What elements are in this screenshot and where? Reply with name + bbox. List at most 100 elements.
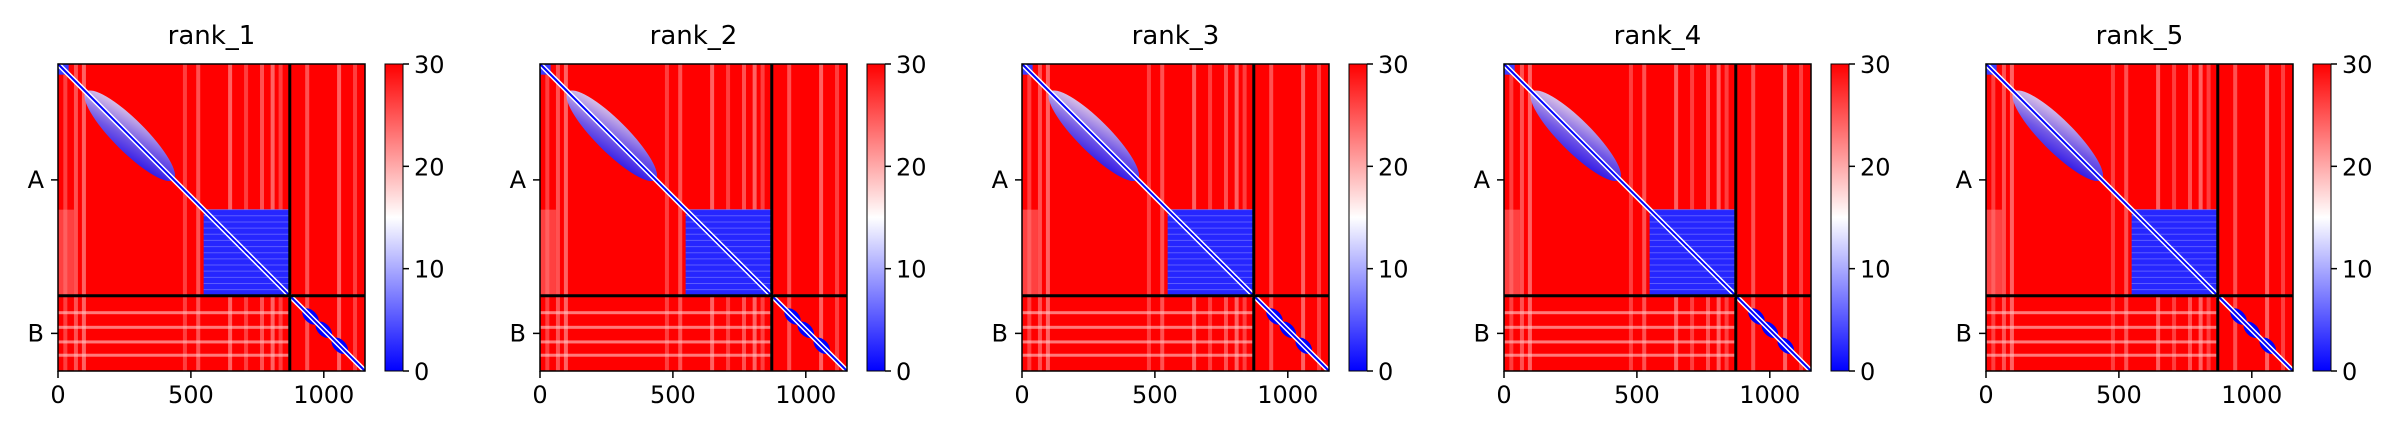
heatmap-stripe <box>337 64 342 371</box>
x-tick-label: 0 <box>1978 381 1993 409</box>
chain-label: B <box>1474 319 1490 347</box>
chain-label: A <box>1474 166 1491 194</box>
heatmap-strip <box>1986 209 2002 296</box>
heatmap-stripe <box>305 64 310 371</box>
heatmap-band <box>540 325 772 329</box>
heatmap-band <box>1022 353 1254 357</box>
panel-rank_1: rank_1 0 500 1000 A B 0 10 20 30 <box>28 21 445 409</box>
chain-label: B <box>510 319 526 347</box>
x-tick-label: 1000 <box>2221 381 2282 409</box>
heatmap-stripe <box>819 64 824 371</box>
heatmap-band <box>1504 325 1736 329</box>
heatmap-band <box>1986 325 2218 329</box>
colorbar-gradient <box>1830 63 1850 372</box>
heatmap-stripe <box>2001 64 2006 371</box>
heatmap-stripe <box>353 64 358 371</box>
colorbar-tick-label: 20 <box>2342 153 2373 181</box>
panel-title: rank_3 <box>1132 21 1220 51</box>
heatmap <box>56 62 367 373</box>
heatmap-stripe <box>182 64 187 371</box>
diagonal-line <box>1503 63 1812 372</box>
colorbar-tick-label: 30 <box>414 51 445 79</box>
heatmap-stripe <box>678 64 683 371</box>
axes-frame <box>57 63 366 372</box>
heatmap-stripe <box>2265 64 2270 371</box>
colorbar-tick-label: 0 <box>1860 358 1875 386</box>
colorbar-tick-label: 0 <box>414 358 429 386</box>
heatmap-stripe <box>787 64 792 371</box>
heatmap-stripe <box>1045 64 1050 371</box>
panel-title: rank_5 <box>2096 21 2184 51</box>
heatmap <box>1020 62 1331 373</box>
colorbar-tick-label: 10 <box>414 256 445 284</box>
heatmap <box>1984 62 2295 373</box>
heatmap-stripe <box>2124 64 2129 371</box>
heatmap-band <box>1022 340 1254 344</box>
x-tick-label: 500 <box>2096 381 2142 409</box>
heatmap-band <box>540 311 772 315</box>
heatmap-stripe <box>1146 64 1151 371</box>
heatmap-stripe <box>81 64 86 371</box>
heatmap-band <box>58 340 290 344</box>
heatmap-strip <box>58 209 74 296</box>
x-tick-label: 0 <box>50 381 65 409</box>
x-tick-label: 0 <box>532 381 547 409</box>
chain-label: A <box>28 166 45 194</box>
heatmap-stripe <box>1160 64 1165 371</box>
colorbar-tick-label: 0 <box>896 358 911 386</box>
heatmap-strip <box>1504 209 1520 296</box>
heatmap-band <box>58 311 290 315</box>
heatmap-stripe <box>2009 64 2014 371</box>
heatmap-stripe <box>2233 64 2238 371</box>
heatmap-stripe <box>1628 64 1633 371</box>
colorbar-tick-label: 20 <box>1378 153 1409 181</box>
chain-label: A <box>992 166 1009 194</box>
heatmap-band <box>58 353 290 357</box>
colorbar: 0 10 20 30 <box>866 51 927 386</box>
diagonal-line <box>1985 63 2294 372</box>
heatmap-stripe <box>196 64 201 371</box>
diagonal-line <box>57 63 366 372</box>
x-tick-label: 500 <box>1614 381 1660 409</box>
heatmap-stripe <box>2281 64 2286 371</box>
heatmap-stripe <box>563 64 568 371</box>
panel-title: rank_1 <box>168 21 256 51</box>
colorbar-tick-label: 30 <box>1378 51 1409 79</box>
colorbar-tick-label: 0 <box>2342 358 2357 386</box>
heatmap <box>538 62 849 373</box>
heatmap-stripe <box>1751 64 1756 371</box>
colorbar-tick-label: 0 <box>1378 358 1393 386</box>
heatmap-stripe <box>1037 64 1042 371</box>
x-tick-label: 1000 <box>1739 381 1800 409</box>
colorbar-tick-label: 10 <box>2342 256 2373 284</box>
panel-rank_3: rank_3 0 500 1000 A B 0 10 20 30 <box>992 21 1409 409</box>
chain-label: A <box>510 166 527 194</box>
heatmap-stripe <box>555 64 560 371</box>
x-tick-label: 1000 <box>775 381 836 409</box>
colorbar-tick-label: 30 <box>896 51 927 79</box>
colorbar-tick-label: 10 <box>1860 256 1891 284</box>
heatmap-stripe <box>1527 64 1532 371</box>
heatmap-band <box>1504 353 1736 357</box>
diagonal-line <box>1021 63 1330 372</box>
x-tick-label: 1000 <box>293 381 354 409</box>
colorbar-gradient <box>866 63 886 372</box>
heatmap-stripe <box>1783 64 1788 371</box>
x-tick-label: 500 <box>650 381 696 409</box>
heatmap-stripe <box>73 64 78 371</box>
axes-frame <box>539 63 848 372</box>
heatmap-band <box>1986 340 2218 344</box>
heatmap-stripe <box>2110 64 2115 371</box>
heatmap-band <box>1022 311 1254 315</box>
heatmap-stripe <box>1301 64 1306 371</box>
colorbar-tick-label: 30 <box>1860 51 1891 79</box>
x-tick-label: 0 <box>1014 381 1029 409</box>
axes-frame <box>1021 63 1330 372</box>
heatmap-stripe <box>1799 64 1804 371</box>
heatmap <box>1502 62 1813 373</box>
colorbar-gradient <box>384 63 404 372</box>
panel-rank_5: rank_5 0 500 1000 A B 0 10 20 30 <box>1956 21 2373 409</box>
colorbar: 0 10 20 30 <box>2312 51 2373 386</box>
chain-label: B <box>28 319 44 347</box>
heatmap-stripe <box>835 64 840 371</box>
